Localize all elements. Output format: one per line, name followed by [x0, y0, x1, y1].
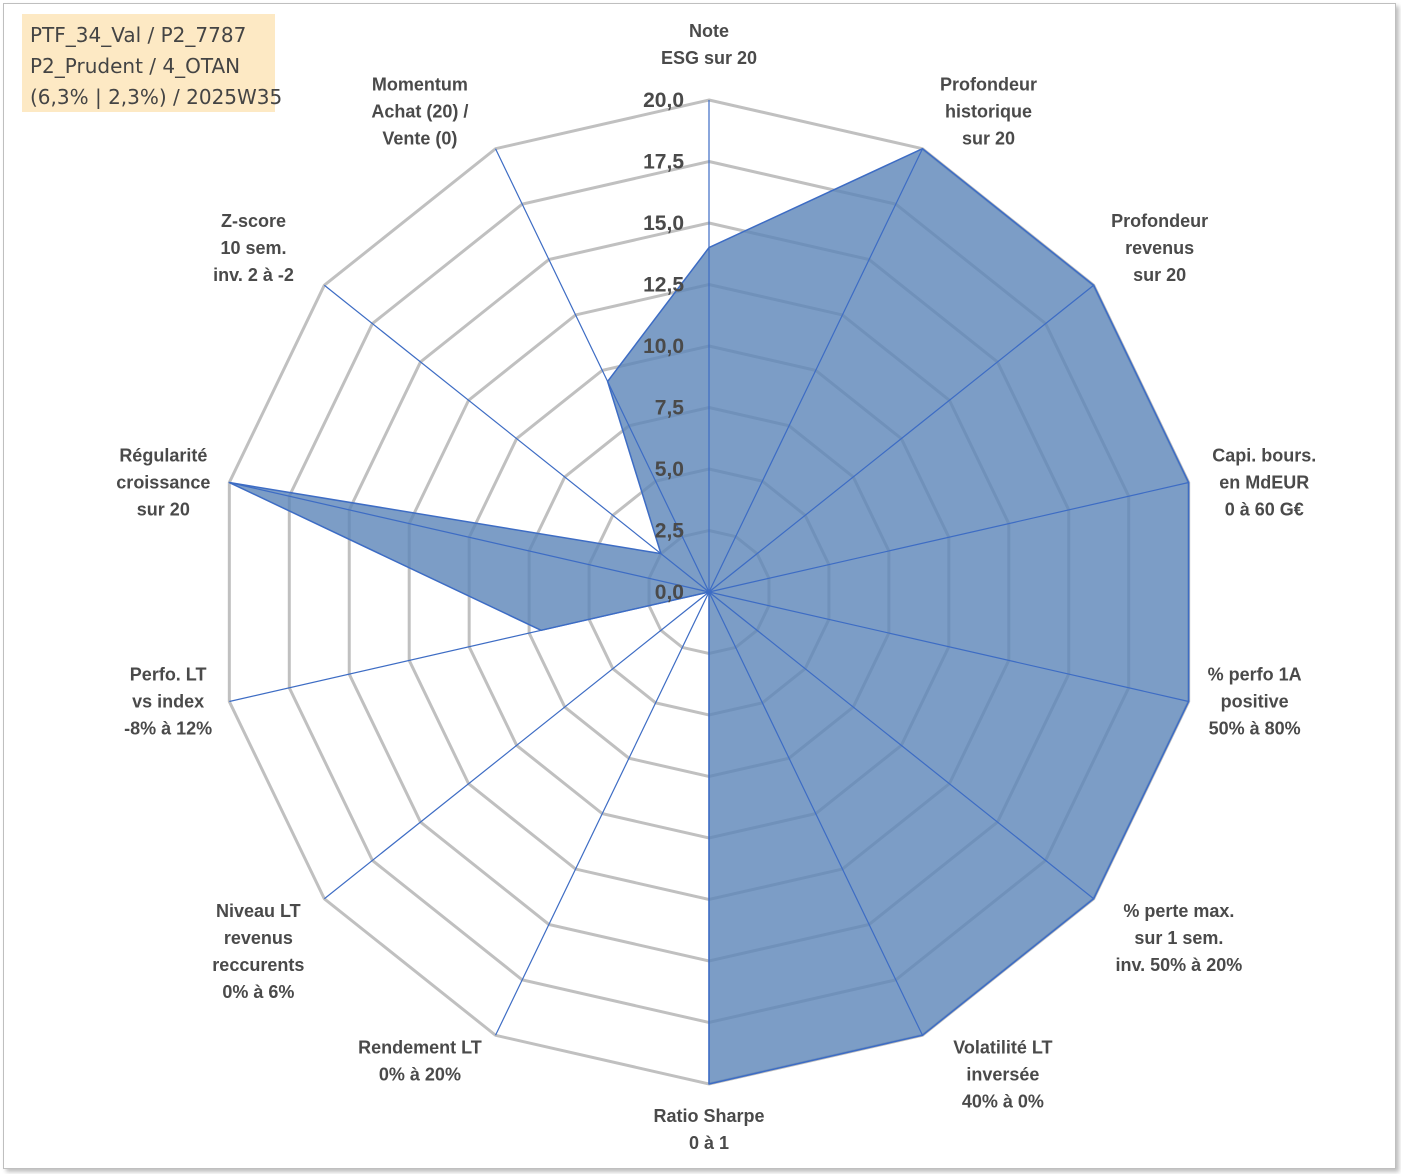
axis-label-10: Perfo. LT vs index -8% à 12% [124, 664, 212, 738]
portfolio-info-box: PTF_34_Val / P2_7787 P2_Prudent / 4_OTAN… [22, 14, 283, 112]
axis-spoke-11 [229, 481, 710, 593]
axis-label-line: Vente (0) [382, 129, 457, 149]
axis-label-7: Ratio Sharpe 0 à 1 [653, 1106, 764, 1153]
axis-label-line: revenus [224, 928, 293, 948]
axis-label-line: 50% à 80% [1209, 718, 1301, 738]
radar-spokes [229, 100, 1189, 1084]
axis-label-6: Volatilité LT inversée 40% à 0% [953, 1037, 1052, 1111]
axis-label-line: vs index [132, 691, 204, 711]
axis-label-line: % perfo 1A [1208, 664, 1302, 684]
axis-label-line: sur 20 [1133, 265, 1186, 285]
axis-label-line: inv. 2 à -2 [213, 265, 294, 285]
axis-label-11: Régularité croissance sur 20 [116, 446, 210, 520]
axis-label-13: Momentum Achat (20) / Vente (0) [371, 75, 468, 149]
axis-label-line: inversée [966, 1064, 1039, 1084]
tick-label: 5,0 [655, 458, 684, 481]
axis-spoke-13 [494, 148, 710, 593]
axis-label-line: sur 20 [137, 500, 190, 520]
radar-tick-labels: 0,0 2,5 5,0 7,5 10,0 12,5 15,0 17,5 20,0 [643, 89, 684, 604]
axis-spoke-10 [229, 591, 710, 703]
axis-label-line: Volatilité LT [953, 1037, 1052, 1057]
axis-label-line: Profondeur [1111, 211, 1208, 231]
tick-label: 17,5 [643, 151, 684, 174]
axis-label-line: revenus [1125, 238, 1194, 258]
axis-spoke-12 [323, 284, 710, 593]
axis-label-line: ESG sur 20 [661, 48, 757, 68]
axis-label-line: 40% à 0% [962, 1091, 1044, 1111]
axis-label-9: Niveau LT revenus reccurents 0% à 6% [212, 901, 304, 1002]
axis-spoke-1 [708, 148, 924, 593]
axis-label-line: croissance [116, 473, 210, 493]
axis-label-line: Momentum [372, 75, 468, 95]
axis-spoke-4 [708, 591, 1189, 703]
axis-spoke-2 [708, 284, 1095, 593]
axis-label-line: 0 à 1 [689, 1133, 729, 1153]
info-line-1: PTF_34_Val / P2_7787 [30, 23, 247, 47]
axis-label-line: sur 20 [962, 129, 1015, 149]
axis-label-line: Z-score [221, 211, 286, 231]
axis-spoke-9 [323, 591, 710, 900]
axis-label-line: Note [689, 21, 729, 41]
axis-label-line: 0% à 6% [222, 982, 294, 1002]
info-line-3: (6,3% | 2,3%) / 2025W35 [30, 85, 283, 109]
axis-spoke-6 [708, 591, 924, 1036]
axis-spoke-5 [708, 591, 1095, 900]
axis-label-line: Niveau LT [216, 901, 301, 921]
axis-label-1: Profondeur historique sur 20 [940, 75, 1037, 149]
axis-label-line: 0 à 60 G€ [1225, 500, 1304, 520]
axis-label-line: Régularité [119, 446, 207, 466]
tick-label: 2,5 [655, 520, 685, 543]
axis-label-4: % perfo 1A positive 50% à 80% [1208, 664, 1302, 738]
axis-label-line: -8% à 12% [124, 718, 212, 738]
axis-label-5: % perte max. sur 1 sem. inv. 50% à 20% [1115, 901, 1242, 975]
tick-label: 20,0 [643, 89, 684, 112]
axis-spoke-3 [708, 481, 1189, 593]
axis-label-0: Note ESG sur 20 [661, 21, 757, 68]
axis-label-line: en MdEUR [1219, 473, 1309, 493]
tick-label: 10,0 [643, 335, 684, 358]
axis-label-line: Perfo. LT [130, 664, 207, 684]
axis-label-line: inv. 50% à 20% [1115, 955, 1242, 975]
axis-label-line: Achat (20) / [371, 102, 468, 122]
axis-label-12: Z-score 10 sem. inv. 2 à -2 [213, 211, 294, 285]
tick-label: 15,0 [643, 212, 684, 235]
axis-label-2: Profondeur revenus sur 20 [1111, 211, 1208, 285]
axis-label-line: Capi. bours. [1212, 446, 1316, 466]
axis-label-line: % perte max. [1123, 901, 1234, 921]
radar-axis-labels: Note ESG sur 20 Profondeur historique sur 20… [116, 21, 1316, 1153]
axis-label-line: Profondeur [940, 75, 1037, 95]
axis-label-8: Rendement LT 0% à 20% [358, 1037, 482, 1084]
tick-label: 12,5 [643, 274, 684, 297]
axis-label-3: Capi. bours. en MdEUR 0 à 60 G€ [1212, 446, 1316, 520]
tick-label: 0,0 [655, 581, 684, 604]
axis-label-line: positive [1221, 691, 1289, 711]
axis-label-line: Ratio Sharpe [653, 1106, 764, 1126]
axis-label-line: reccurents [212, 955, 304, 975]
info-line-2: P2_Prudent / 4_OTAN [30, 54, 241, 78]
axis-label-line: 10 sem. [221, 238, 287, 258]
axis-label-line: historique [945, 102, 1032, 122]
tick-label: 7,5 [655, 397, 685, 420]
axis-spoke-8 [494, 591, 710, 1036]
axis-label-line: Rendement LT [358, 1037, 482, 1057]
axis-label-line: 0% à 20% [379, 1064, 461, 1084]
axis-label-line: sur 1 sem. [1134, 928, 1223, 948]
